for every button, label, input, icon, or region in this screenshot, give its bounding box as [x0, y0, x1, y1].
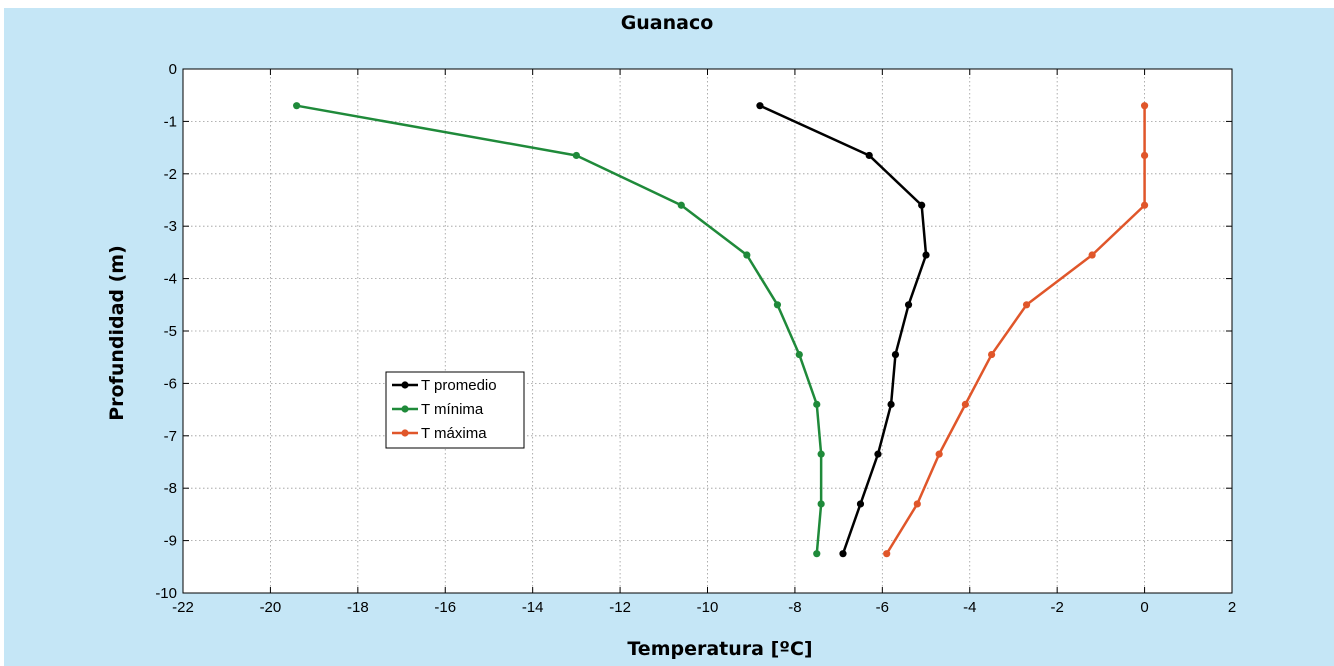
y-tick-label: -10 [155, 585, 177, 602]
data-point [874, 450, 882, 458]
legend-label: T mínima [421, 401, 484, 418]
data-point [1140, 201, 1149, 209]
data-point [904, 301, 913, 309]
tick-layer: -22 -20 -18 -16 -14 -12 -10 -8 -6 -4 -2 0 20-1-2-3-4… [155, 61, 1236, 616]
series-line-3 [885, 105, 1146, 555]
data-point [743, 251, 751, 259]
data-point [988, 350, 996, 359]
grid-layer [183, 69, 1232, 593]
data-point [935, 450, 943, 458]
y-tick-label: -1 [164, 113, 177, 130]
data-point [1140, 151, 1149, 160]
y-tick-label: -7 [164, 428, 177, 445]
data-point [839, 550, 847, 558]
x-tick-label: 2 [1228, 599, 1236, 616]
y-tick-label: 0 [169, 61, 177, 78]
x-tick-label: -8 [788, 599, 801, 616]
data-point [856, 500, 865, 508]
x-axis-label: Temperatura [ºC] [627, 638, 813, 660]
x-tick-label: -12 [609, 599, 631, 616]
y-tick-label: -2 [164, 166, 177, 183]
data-point [891, 350, 900, 359]
series-line-1 [759, 104, 928, 555]
legend: T promedio T mínima T máxima [385, 371, 525, 449]
x-tick-label: -10 [697, 599, 719, 616]
x-tick-label: -20 [260, 599, 282, 616]
data-point [795, 350, 803, 359]
y-tick-label: -5 [164, 323, 177, 340]
data-point [922, 251, 930, 259]
x-tick-label: -6 [876, 599, 889, 616]
data-point [887, 400, 895, 408]
x-tick-label: -2 [1050, 599, 1063, 616]
legend-label: T promedio [421, 377, 497, 394]
y-tick-label: -6 [164, 375, 177, 392]
data-point [1022, 301, 1031, 309]
data-point [913, 500, 921, 508]
x-tick-label: -14 [522, 599, 544, 616]
data-point [918, 201, 926, 209]
x-tick-label: -18 [347, 599, 369, 616]
data-point [813, 550, 821, 558]
x-tick-label: -4 [963, 599, 976, 616]
data-point [1140, 102, 1149, 110]
data-point [865, 151, 873, 160]
x-tick-label: -22 [172, 599, 194, 616]
chart-title: Guanaco [620, 12, 714, 34]
data-point [817, 450, 825, 458]
data-point [773, 301, 782, 309]
data-point [677, 201, 685, 209]
x-tick-label: -16 [434, 599, 456, 616]
legend-swatch-marker [401, 381, 409, 389]
data-point [756, 102, 764, 110]
data-point [813, 400, 821, 408]
data-point [293, 102, 301, 110]
data-point [961, 400, 969, 408]
x-tick-label: 0 [1140, 599, 1148, 616]
series-layer [293, 102, 1149, 558]
y-tick-label: -3 [164, 218, 177, 235]
data-point [572, 151, 580, 160]
legend-swatch-marker [401, 405, 409, 413]
legend-label: T máxima [421, 425, 487, 442]
data-point [883, 550, 891, 558]
y-tick-label: -8 [164, 480, 177, 497]
data-point [1088, 251, 1096, 259]
y-tick-label: -4 [164, 271, 177, 288]
data-point [817, 500, 825, 508]
series-line-2 [296, 104, 823, 554]
y-tick-label: -9 [164, 533, 177, 550]
legend-swatch-marker [401, 429, 409, 437]
